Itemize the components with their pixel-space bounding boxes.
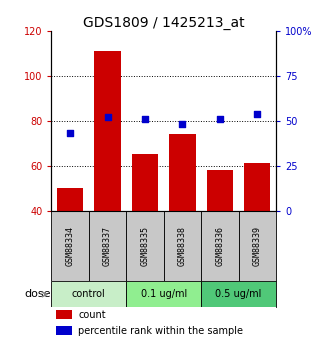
Point [217,116,222,122]
Text: GSM88335: GSM88335 [141,226,150,266]
Text: GSM88336: GSM88336 [215,226,224,266]
Bar [126,210,164,282]
Bar [201,210,239,282]
Bar [51,210,89,282]
Text: percentile rank within the sample: percentile rank within the sample [78,326,243,336]
Bar [207,170,233,210]
Title: GDS1809 / 1425213_at: GDS1809 / 1425213_at [83,16,245,30]
Point [143,116,148,122]
Bar [244,164,270,210]
Bar [94,51,121,210]
Bar [56,310,72,319]
Bar [239,210,276,282]
Bar [201,282,276,307]
Text: dose: dose [24,289,51,299]
Text: GSM88334: GSM88334 [65,226,74,266]
Bar [56,326,72,335]
Point [255,111,260,116]
Point [180,122,185,127]
Text: 0.5 ug/ml: 0.5 ug/ml [215,289,262,299]
Text: GSM88338: GSM88338 [178,226,187,266]
Point [67,131,73,136]
Bar [57,188,83,210]
Text: control: control [72,289,106,299]
Text: GSM88337: GSM88337 [103,226,112,266]
Text: GSM88339: GSM88339 [253,226,262,266]
Bar [51,282,126,307]
Text: 0.1 ug/ml: 0.1 ug/ml [141,289,187,299]
Bar [164,210,201,282]
Bar [169,134,195,210]
Text: count: count [78,310,106,320]
Bar [126,282,201,307]
Point [105,115,110,120]
Bar [89,210,126,282]
Bar [132,155,158,210]
